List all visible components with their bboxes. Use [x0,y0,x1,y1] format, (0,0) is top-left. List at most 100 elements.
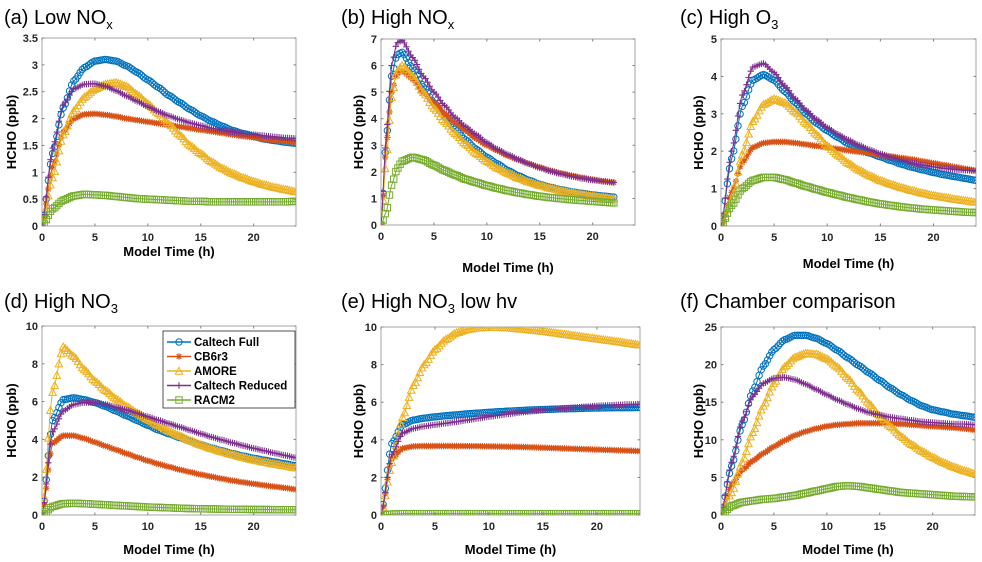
plot-area [42,342,296,515]
series-racm2 [42,499,296,515]
data-point [178,466,185,474]
data-point [750,423,760,433]
data-point [395,419,405,428]
data-point [741,87,748,95]
data-point [127,451,135,459]
data-point [401,39,408,47]
data-point [42,499,48,506]
data-point [875,175,885,185]
data-point [292,454,296,461]
data-point [52,156,62,166]
legend-label: CB6r3 [194,352,228,364]
data-point [285,185,295,194]
data-point [898,432,908,441]
data-point [763,356,772,364]
data-point [780,97,790,107]
data-point [434,340,444,350]
data-point [390,175,398,183]
data-point [721,509,727,515]
data-point [913,443,923,453]
data-point [109,392,119,402]
data-point [50,380,60,390]
data-point [146,458,154,465]
data-point [168,427,178,437]
data-point [81,435,88,442]
data-point [48,387,58,396]
data-point [745,149,752,157]
y-tick-label: 3 [32,60,38,72]
data-point [880,177,890,186]
data-point [255,456,265,465]
data-point [49,439,56,447]
data-point [808,426,816,433]
data-point [89,438,96,445]
data-point [424,78,431,86]
data-point [518,174,528,184]
data-point [961,466,972,475]
data-point [140,456,147,463]
data-point [42,510,48,515]
data-point [731,178,741,187]
series-line [721,485,975,515]
data-point [261,180,271,189]
data-point [404,392,414,401]
data-point [732,195,740,203]
data-point [724,478,731,486]
data-point [400,407,410,417]
data-point [90,376,100,385]
data-point [854,386,864,395]
x-axis-label: Model Time (h) [803,256,894,271]
data-point [899,183,909,192]
series-amore [721,348,975,515]
data-point [731,476,741,485]
x-tick-label: 5 [92,232,98,244]
data-point [763,97,773,107]
y-axis-label: HCHO (ppb) [4,95,19,169]
data-point [761,359,770,368]
plot-area [721,331,975,515]
y-tick-label: 5 [711,472,717,484]
data-point [217,163,227,172]
data-point [730,139,737,147]
data-point [787,434,795,441]
x-tick-label: 15 [534,231,546,243]
data-point [193,470,200,477]
data-point [610,199,618,207]
data-point [726,194,733,201]
data-point [115,79,125,88]
data-point [934,455,944,465]
data-point [930,453,940,462]
data-point [848,356,856,365]
data-point [156,84,165,93]
data-point [733,468,743,478]
data-point [91,439,99,446]
data-point [837,349,846,357]
data-point [756,141,763,148]
panel-d: (d) High NO3 0 5 10 15 20 0 2 4 6 8 10 Model Time (h… [4,291,297,557]
series-cb6r3 [381,442,640,515]
panel-title: (d) High NO3 [4,291,118,316]
data-point [406,62,415,70]
series-racm2 [721,481,975,515]
data-point [745,74,752,81]
data-point [413,372,423,382]
data-point [812,129,822,139]
data-point [724,175,731,183]
data-point [201,114,209,122]
data-point [811,349,821,358]
data-point [923,450,933,459]
data-point [200,441,210,450]
data-point [124,82,134,92]
data-point [949,462,959,471]
data-point [392,451,400,458]
data-point [741,157,748,164]
data-point [734,433,742,440]
data-point [153,420,163,429]
data-point [739,91,746,99]
data-point [439,335,449,345]
data-point [884,178,894,188]
data-point [741,446,751,455]
data-point [158,422,168,432]
data-point [382,489,389,496]
data-point [813,349,823,359]
